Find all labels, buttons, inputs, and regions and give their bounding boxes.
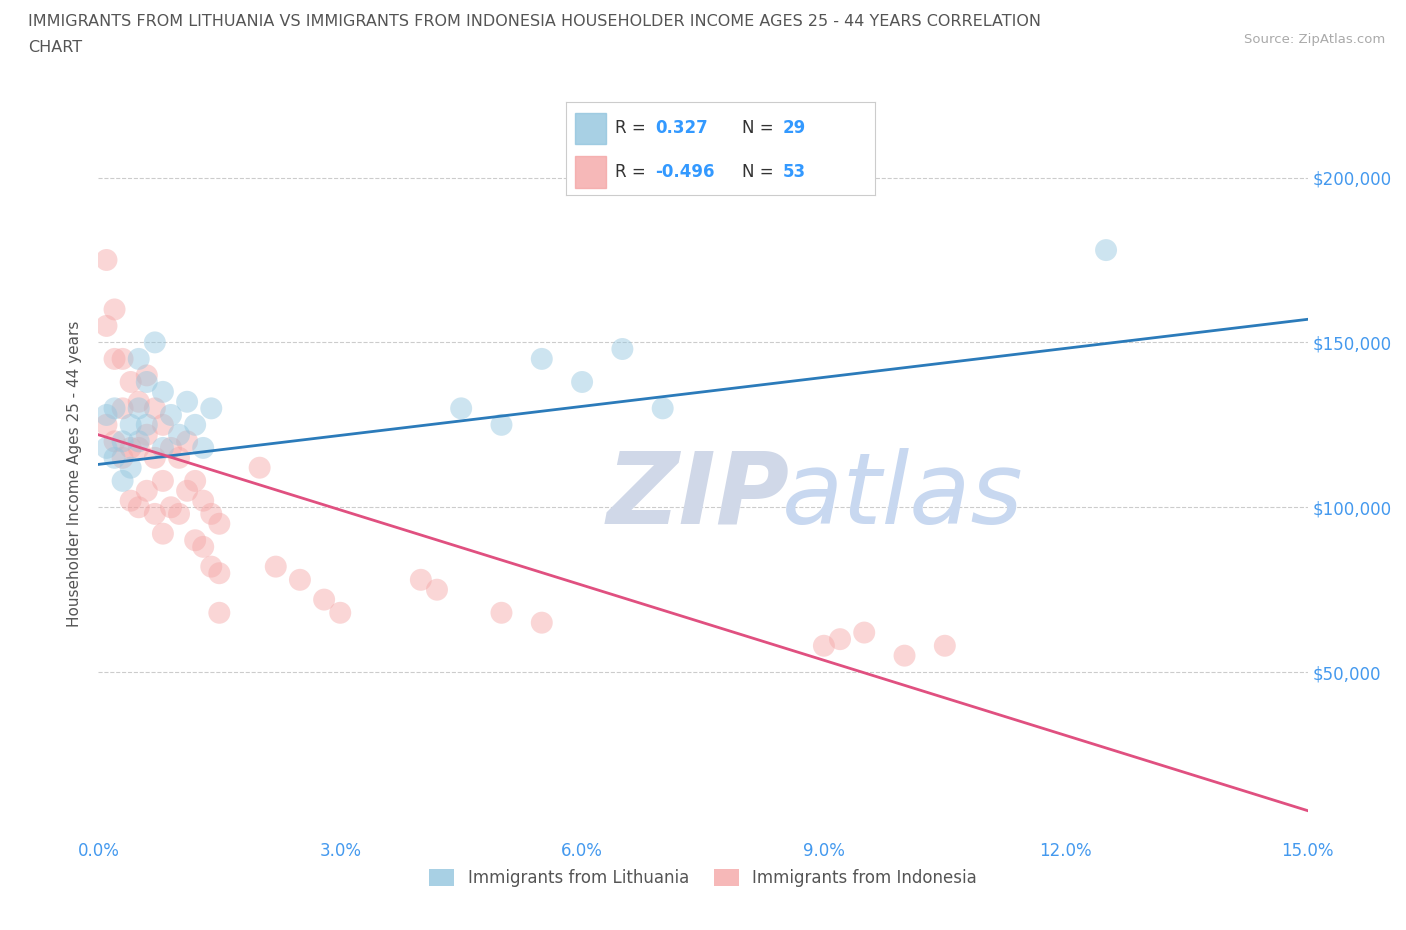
Point <box>934 638 956 653</box>
Text: Source: ZipAtlas.com: Source: ZipAtlas.com <box>1244 33 1385 46</box>
Point <box>135 484 157 498</box>
Text: CHART: CHART <box>28 40 82 55</box>
Point <box>893 648 915 663</box>
Point <box>208 516 231 531</box>
Point <box>128 499 150 514</box>
Point <box>103 352 125 366</box>
Text: R =: R = <box>616 163 651 181</box>
Point <box>120 441 142 456</box>
Point <box>167 450 190 465</box>
Point <box>491 605 513 620</box>
Point <box>249 460 271 475</box>
Point <box>208 565 231 580</box>
Point <box>193 493 215 508</box>
Point <box>135 418 157 432</box>
Point <box>96 407 118 422</box>
Point <box>120 375 142 390</box>
Text: atlas: atlas <box>782 447 1024 545</box>
Point <box>120 493 142 508</box>
Point <box>208 605 231 620</box>
Point <box>853 625 876 640</box>
Point <box>152 473 174 488</box>
Point <box>184 533 207 548</box>
Point <box>530 352 553 366</box>
Point <box>143 335 166 350</box>
Point <box>120 418 142 432</box>
Point <box>111 401 134 416</box>
Point <box>184 473 207 488</box>
Point <box>329 605 352 620</box>
Point <box>111 434 134 449</box>
Point <box>96 253 118 268</box>
Point <box>128 352 150 366</box>
Point <box>828 631 851 646</box>
Point <box>571 375 593 390</box>
Point <box>152 526 174 541</box>
Point <box>167 507 190 522</box>
Text: 0.327: 0.327 <box>655 119 709 138</box>
Point <box>128 441 150 456</box>
Point <box>160 441 183 456</box>
Point <box>200 559 222 574</box>
Point <box>103 450 125 465</box>
Point <box>135 368 157 383</box>
Bar <box>575 113 606 144</box>
Point <box>288 572 311 587</box>
Text: 53: 53 <box>782 163 806 181</box>
Point <box>813 638 835 653</box>
Point <box>103 434 125 449</box>
Point <box>152 384 174 399</box>
Point <box>193 539 215 554</box>
Point <box>160 499 183 514</box>
Point <box>152 441 174 456</box>
Point <box>314 592 336 607</box>
Point <box>143 450 166 465</box>
Point <box>200 507 222 522</box>
Point <box>103 401 125 416</box>
Point <box>135 427 157 442</box>
Text: IMMIGRANTS FROM LITHUANIA VS IMMIGRANTS FROM INDONESIA HOUSEHOLDER INCOME AGES 2: IMMIGRANTS FROM LITHUANIA VS IMMIGRANTS … <box>28 14 1040 29</box>
Point <box>176 484 198 498</box>
Point <box>450 401 472 416</box>
Point <box>491 418 513 432</box>
Point <box>128 401 150 416</box>
Point <box>176 394 198 409</box>
Point <box>103 302 125 317</box>
Point <box>111 352 134 366</box>
Point <box>96 318 118 333</box>
Text: N =: N = <box>742 119 779 138</box>
Point <box>135 375 157 390</box>
Point <box>160 407 183 422</box>
Point <box>143 401 166 416</box>
Bar <box>575 156 606 188</box>
Point <box>409 572 432 587</box>
Text: ZIP: ZIP <box>606 447 789 545</box>
Point <box>96 441 118 456</box>
Point <box>111 450 134 465</box>
Point <box>193 441 215 456</box>
Point <box>167 427 190 442</box>
Text: R =: R = <box>616 119 651 138</box>
Point <box>120 460 142 475</box>
Point <box>530 616 553 631</box>
Point <box>128 434 150 449</box>
Text: N =: N = <box>742 163 779 181</box>
Point <box>651 401 673 416</box>
Point <box>426 582 449 597</box>
Point <box>111 473 134 488</box>
Text: 29: 29 <box>782 119 806 138</box>
Point <box>128 394 150 409</box>
Point <box>200 401 222 416</box>
Text: -0.496: -0.496 <box>655 163 716 181</box>
Point <box>152 418 174 432</box>
Y-axis label: Householder Income Ages 25 - 44 years: Householder Income Ages 25 - 44 years <box>67 321 83 628</box>
Point <box>96 418 118 432</box>
Point <box>1095 243 1118 258</box>
Legend: Immigrants from Lithuania, Immigrants from Indonesia: Immigrants from Lithuania, Immigrants fr… <box>422 862 984 894</box>
Point <box>612 341 634 356</box>
Point <box>264 559 287 574</box>
Point <box>176 434 198 449</box>
Point <box>143 507 166 522</box>
Point <box>184 418 207 432</box>
